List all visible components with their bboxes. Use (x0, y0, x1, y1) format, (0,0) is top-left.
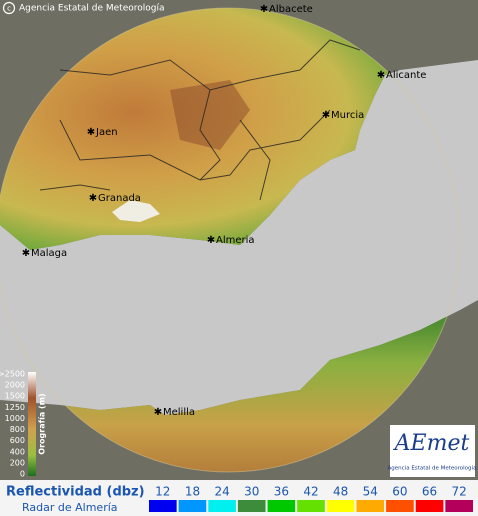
orography-tick-label: 600 (10, 436, 25, 445)
dbz-swatch (178, 500, 207, 512)
dbz-label: 48 (333, 485, 348, 499)
dbz-label: 60 (392, 485, 407, 499)
city-marker: ✱ (154, 407, 162, 418)
city-marker: ✱ (377, 70, 385, 81)
orography-tick-label: 0 (20, 470, 25, 479)
orography-tick-label: 400 (10, 447, 25, 456)
radar-range (0, 7, 461, 473)
dbz-swatch (326, 500, 355, 512)
dbz-label: 30 (244, 485, 259, 499)
copyright: Agencia Estatal de Meteorología (19, 4, 165, 14)
reflectivity-title: Reflectividad (dbz) (6, 485, 145, 500)
city-marker: ✱ (260, 4, 268, 15)
orography-tick-label: 1500 (5, 392, 25, 401)
dbz-swatch (297, 500, 325, 512)
city-label: Jaen (95, 127, 118, 138)
dbz-swatch (267, 500, 296, 512)
logo-name: AEmet (393, 431, 470, 456)
city-label: Alicante (386, 70, 426, 81)
dbz-label: 18 (185, 485, 200, 499)
dbz-swatch (445, 500, 473, 512)
dbz-swatch (356, 500, 385, 512)
orography-tick-label: 1250 (5, 403, 25, 412)
dbz-swatch (208, 500, 236, 512)
logo-caption: Agencia Estatal de Meteorología (388, 465, 477, 472)
radar-name: Radar de Almería (22, 501, 118, 514)
orography-tick-label: 800 (10, 425, 25, 434)
dbz-label: 66 (422, 485, 437, 499)
reflectivity-scale: 12 18 24 30 36 42 48 54 60 66 72 (149, 485, 473, 512)
orography-scale (28, 372, 36, 476)
city-label: Almeria (216, 235, 255, 246)
borders (39, 39, 361, 201)
city-marker: ✱ (22, 248, 30, 259)
dbz-swatch (386, 500, 414, 512)
orography-title: Orografía (m) (38, 393, 47, 454)
city-marker: ✱ (89, 193, 97, 204)
city-label: Albacete (269, 4, 313, 15)
orography-tick-label: 2000 (5, 381, 25, 390)
city-marker: ✱ (87, 127, 95, 138)
dbz-label: 12 (155, 485, 170, 499)
dbz-label: 54 (363, 485, 378, 499)
copyright-icon-c: c (7, 5, 11, 13)
copyright-icon (2, 1, 16, 15)
dbz-swatch (149, 500, 177, 512)
dbz-swatch (415, 500, 444, 512)
city-label: Murcia (331, 110, 364, 121)
dbz-swatch (237, 500, 266, 512)
dbz-label: 36 (274, 485, 289, 499)
logo-box (390, 425, 475, 477)
dbz-label: 72 (452, 485, 467, 499)
city-marker: ✱ (207, 235, 215, 246)
dbz-label: 42 (303, 485, 318, 499)
orography-tick-label: >2500 (0, 370, 25, 379)
dbz-label: 24 (214, 485, 229, 499)
city-marker: ✱ (322, 110, 330, 121)
orography-tick-label: 200 (10, 458, 25, 467)
city-label: Malaga (31, 248, 67, 259)
city-label: Granada (98, 193, 141, 204)
city-label: Melilla (163, 407, 195, 418)
city-markers: ✱ Albacete✱ Alicante✱ Murcia✱ Jaen✱ Granada✱ A… (22, 4, 427, 418)
orography-tick-label: 1000 (5, 414, 25, 423)
